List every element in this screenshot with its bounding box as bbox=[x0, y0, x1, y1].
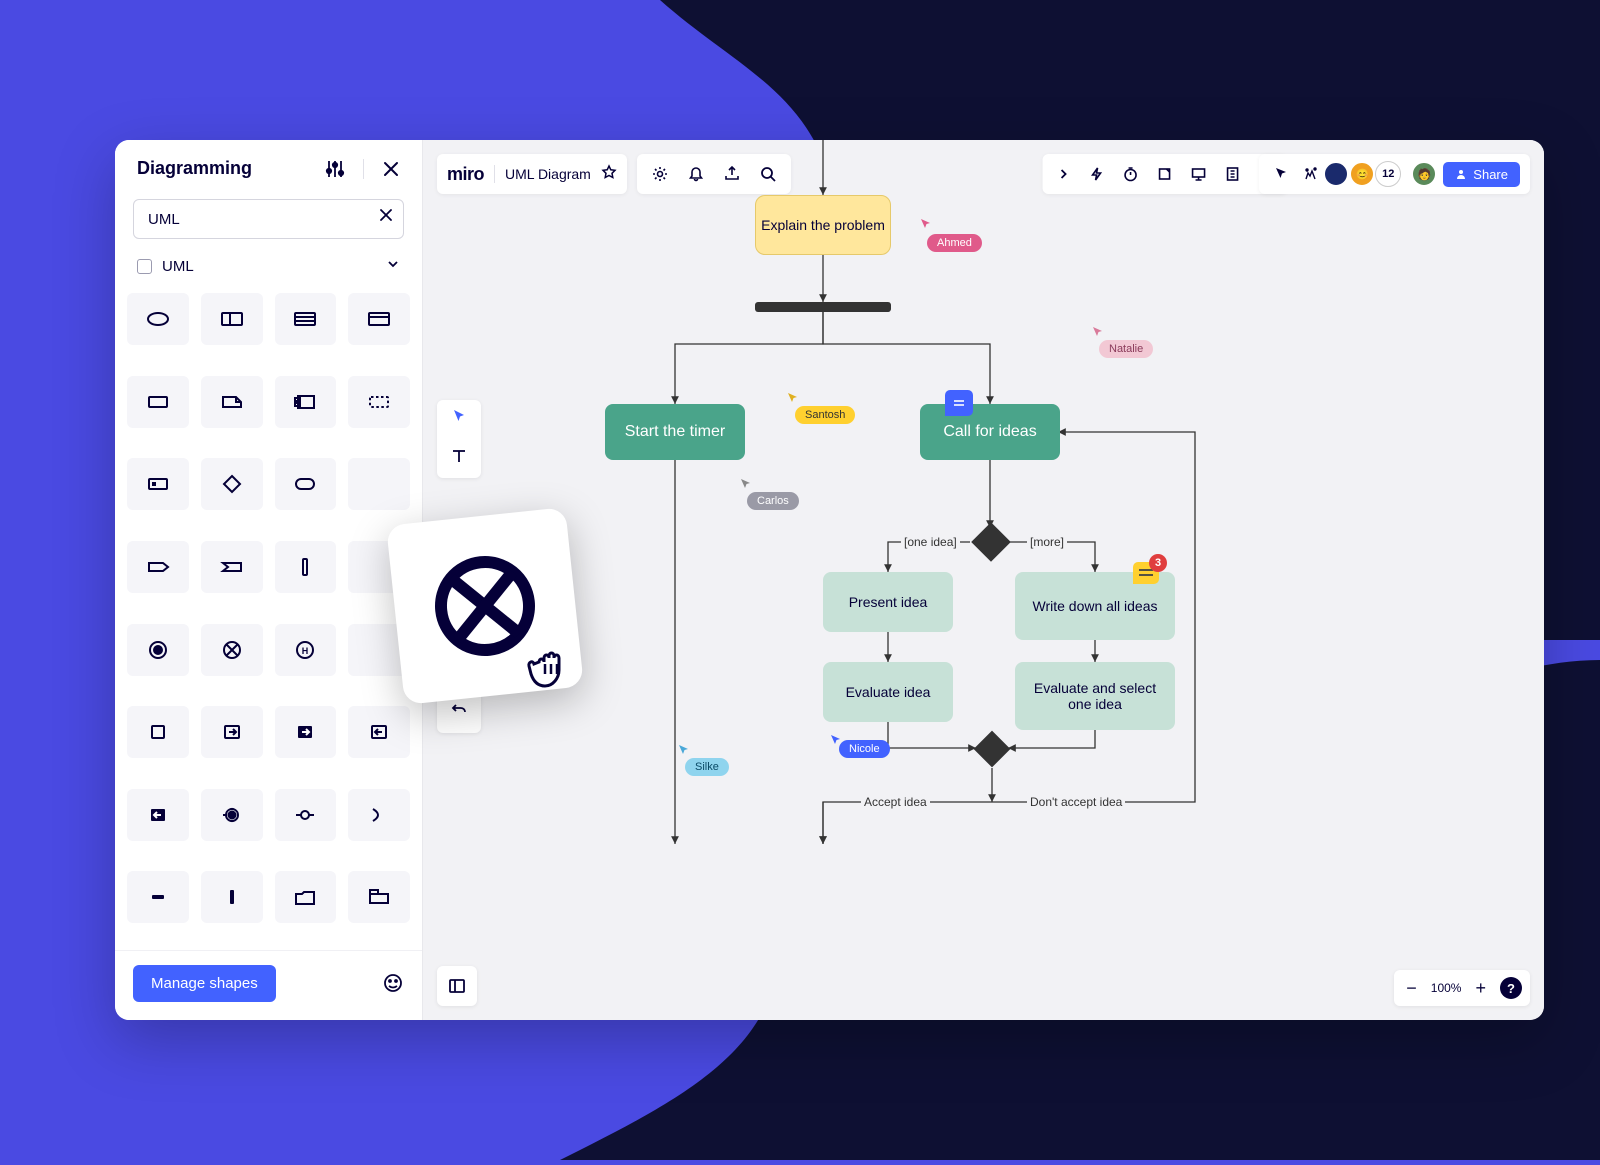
node-start-timer[interactable]: Start the timer bbox=[605, 404, 745, 460]
comment-badge-icon[interactable] bbox=[945, 390, 973, 416]
manage-shapes-button[interactable]: Manage shapes bbox=[133, 965, 276, 1002]
category-label: UML bbox=[162, 258, 194, 275]
edge-label-one-idea: [one idea] bbox=[901, 535, 960, 549]
shape-connector-hollow[interactable] bbox=[275, 789, 337, 841]
close-sidebar-icon[interactable] bbox=[382, 160, 400, 178]
cursor-tag-natalie: Natalie bbox=[1099, 340, 1153, 358]
shape-component[interactable] bbox=[275, 376, 337, 428]
grab-cursor-icon bbox=[527, 640, 585, 697]
shape-note[interactable] bbox=[201, 376, 263, 428]
svg-text:H: H bbox=[302, 646, 309, 656]
diagramming-sidebar: Diagramming UML bbox=[115, 140, 423, 1020]
shape-rounded[interactable] bbox=[275, 458, 337, 510]
shape-connector-filled[interactable] bbox=[201, 789, 263, 841]
shape-object[interactable] bbox=[201, 293, 263, 345]
category-checkbox[interactable] bbox=[137, 259, 152, 274]
shape-invisible[interactable] bbox=[348, 458, 410, 510]
shape-folder[interactable] bbox=[275, 871, 337, 923]
shape-search bbox=[133, 199, 404, 239]
shape-send-signal[interactable] bbox=[127, 541, 189, 593]
shape-grid: H bbox=[115, 285, 422, 950]
shape-rect-dot[interactable] bbox=[127, 458, 189, 510]
cursor-tag-silke: Silke bbox=[685, 758, 729, 776]
shape-arrow-in-filled[interactable] bbox=[275, 706, 337, 758]
shape-arrow-left-filled[interactable] bbox=[127, 789, 189, 841]
node-present-idea[interactable]: Present idea bbox=[823, 572, 953, 632]
shape-rect[interactable] bbox=[127, 376, 189, 428]
settings-sliders-icon[interactable] bbox=[325, 159, 345, 179]
shape-circle-x[interactable] bbox=[201, 624, 263, 676]
clear-search-icon[interactable] bbox=[378, 207, 394, 223]
shape-receive-signal[interactable] bbox=[201, 541, 263, 593]
sidebar-header: Diagramming bbox=[115, 140, 422, 193]
edge-label-more: [more] bbox=[1027, 535, 1067, 549]
edge-label-accept: Accept idea bbox=[861, 795, 930, 809]
cursor-tag-nicole: Nicole bbox=[839, 740, 890, 758]
category-uml[interactable]: UML bbox=[115, 249, 422, 285]
shape-arrow-in[interactable] bbox=[348, 706, 410, 758]
sidebar-footer: Manage shapes bbox=[115, 950, 422, 1020]
shape-arc[interactable] bbox=[348, 789, 410, 841]
comment-count-badge: 3 bbox=[1149, 554, 1167, 572]
cursor-tag-santosh: Santosh bbox=[795, 406, 855, 424]
shape-square[interactable] bbox=[127, 706, 189, 758]
node-explain-problem[interactable]: Explain the problem bbox=[755, 195, 891, 255]
edge-label-dont-accept: Don't accept idea bbox=[1027, 795, 1125, 809]
shape-bar-h[interactable] bbox=[127, 871, 189, 923]
search-input[interactable] bbox=[133, 199, 404, 239]
shape-bar-v2[interactable] bbox=[201, 871, 263, 923]
node-fork-bar[interactable] bbox=[755, 302, 891, 312]
shape-dashed-rect[interactable] bbox=[348, 376, 410, 428]
sidebar-title: Diagramming bbox=[137, 158, 252, 179]
shape-header-box[interactable] bbox=[348, 293, 410, 345]
shape-bar-v[interactable] bbox=[275, 541, 337, 593]
shape-circle-filled[interactable] bbox=[127, 624, 189, 676]
shape-arrow-out[interactable] bbox=[201, 706, 263, 758]
node-evaluate-select[interactable]: Evaluate and select one idea bbox=[1015, 662, 1175, 730]
node-evaluate-idea[interactable]: Evaluate idea bbox=[823, 662, 953, 722]
cursor-tag-carlos: Carlos bbox=[747, 492, 799, 510]
flowchart: Explain the problem Start the timer Call… bbox=[423, 140, 1544, 1020]
feedback-icon[interactable] bbox=[382, 973, 404, 995]
chevron-down-icon bbox=[386, 257, 400, 275]
shape-list[interactable] bbox=[275, 293, 337, 345]
shape-ellipse[interactable] bbox=[127, 293, 189, 345]
shape-diamond[interactable] bbox=[201, 458, 263, 510]
node-call-ideas[interactable]: Call for ideas bbox=[920, 404, 1060, 460]
shape-tab-box[interactable] bbox=[348, 871, 410, 923]
flow-edges bbox=[423, 140, 1544, 1020]
canvas[interactable]: miro UML Diagram bbox=[423, 140, 1544, 1020]
app-window: Diagramming UML bbox=[115, 140, 1544, 1020]
cursor-tag-ahmed: Ahmed bbox=[927, 234, 982, 252]
shape-circle-h[interactable]: H bbox=[275, 624, 337, 676]
comment-yellow-icon[interactable]: 3 bbox=[1133, 562, 1159, 584]
